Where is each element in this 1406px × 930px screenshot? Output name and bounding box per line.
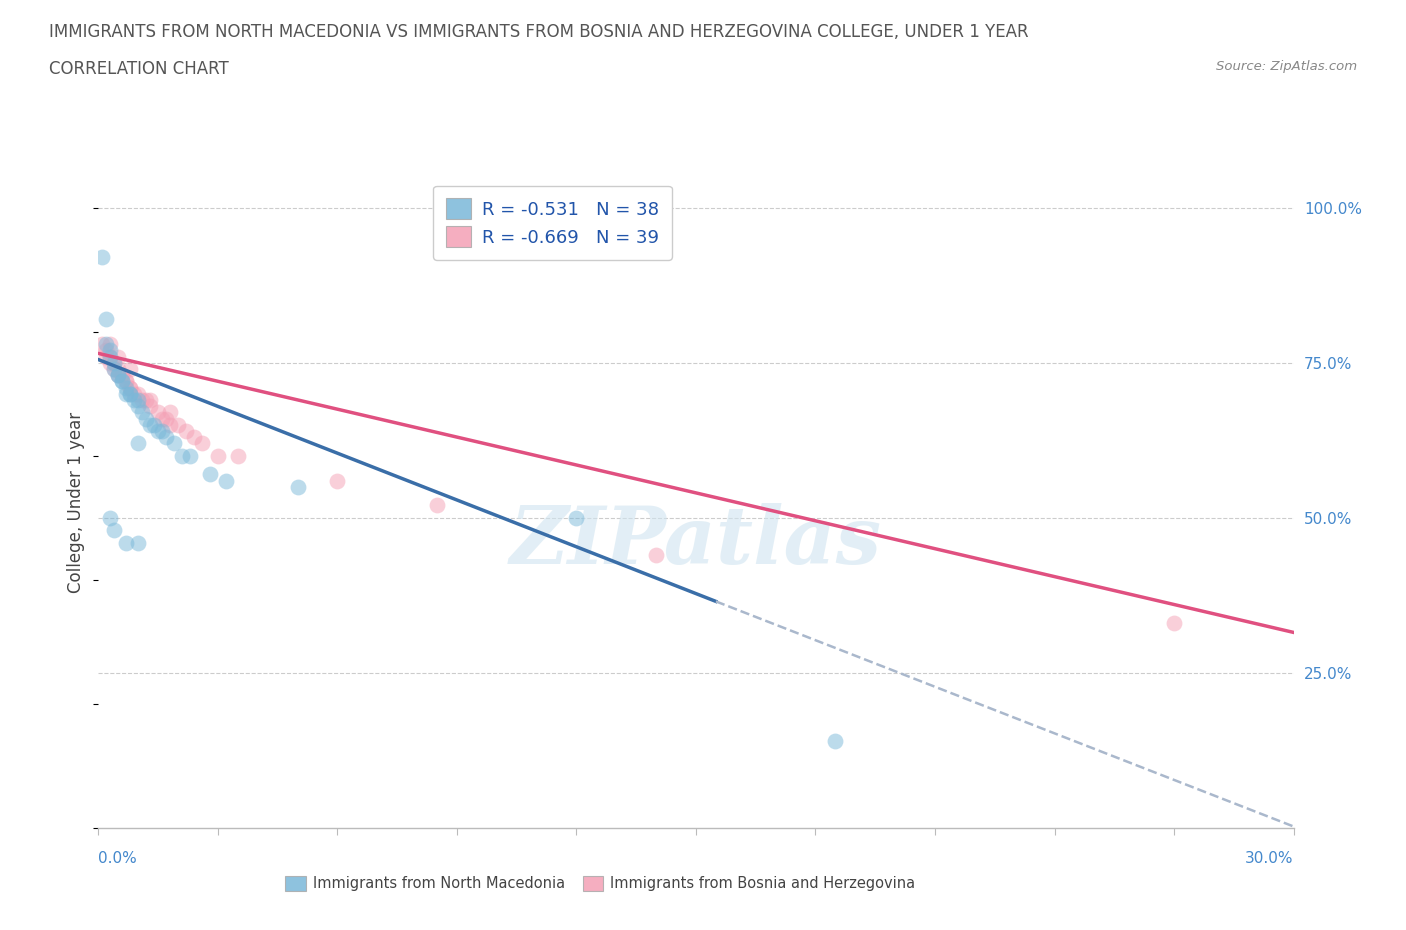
Text: ZIPatlas: ZIPatlas [510, 502, 882, 580]
Point [139, 418, 162, 432]
Point [120, 362, 142, 377]
Point [150, 411, 173, 426]
Point [159, 405, 181, 419]
Point [91, 250, 114, 265]
Point [1163, 616, 1185, 631]
Point [100, 511, 122, 525]
Point [100, 343, 122, 358]
Y-axis label: College, Under 1 year: College, Under 1 year [67, 412, 86, 592]
Point [120, 386, 142, 401]
Text: Source: ZipAtlas.com: Source: ZipAtlas.com [1216, 60, 1357, 73]
Point [124, 392, 146, 407]
Point [565, 511, 588, 525]
Point [172, 448, 194, 463]
Point [100, 337, 122, 352]
Point [107, 367, 129, 382]
Point [120, 386, 142, 401]
Point [103, 362, 125, 377]
Point [167, 418, 190, 432]
Point [148, 405, 170, 419]
Point [96, 349, 118, 364]
Point [191, 436, 214, 451]
Point [120, 380, 142, 395]
Point [226, 448, 249, 463]
Point [287, 479, 309, 494]
Point [103, 355, 125, 370]
Point [96, 337, 118, 352]
Point [96, 312, 118, 326]
Point [174, 423, 197, 438]
Point [120, 380, 142, 395]
Point [426, 498, 449, 512]
Text: CORRELATION CHART: CORRELATION CHART [49, 60, 229, 78]
Text: IMMIGRANTS FROM NORTH MACEDONIA VS IMMIGRANTS FROM BOSNIA AND HERZEGOVINA COLLEG: IMMIGRANTS FROM NORTH MACEDONIA VS IMMIG… [49, 23, 1029, 41]
Legend: Immigrants from North Macedonia, Immigrants from Bosnia and Herzegovina: Immigrants from North Macedonia, Immigra… [278, 869, 922, 898]
Point [150, 423, 173, 438]
Point [107, 367, 129, 382]
Point [326, 473, 349, 488]
Point [183, 430, 205, 445]
Point [198, 467, 221, 482]
Point [163, 436, 186, 451]
Point [115, 386, 138, 401]
Point [115, 380, 138, 395]
Point [207, 448, 229, 463]
Point [131, 405, 153, 419]
Point [111, 367, 134, 382]
Point [155, 430, 177, 445]
Point [135, 392, 157, 407]
Point [100, 349, 122, 364]
Point [107, 349, 129, 364]
Point [127, 392, 149, 407]
Point [96, 343, 118, 358]
Point [127, 386, 149, 401]
Point [100, 349, 122, 364]
Point [127, 436, 149, 451]
Point [127, 399, 149, 414]
Point [100, 355, 122, 370]
Point [111, 367, 134, 382]
Point [107, 362, 129, 377]
Point [159, 418, 181, 432]
Point [111, 374, 134, 389]
Point [103, 355, 125, 370]
Point [103, 523, 125, 538]
Point [139, 399, 162, 414]
Point [103, 362, 125, 377]
Point [115, 535, 138, 550]
Text: 0.0%: 0.0% [98, 851, 138, 866]
Point [148, 423, 170, 438]
Point [155, 411, 177, 426]
Point [135, 411, 157, 426]
Point [645, 548, 668, 563]
Point [111, 374, 134, 389]
Point [824, 734, 846, 749]
Point [179, 448, 201, 463]
Point [115, 374, 138, 389]
Point [107, 367, 129, 382]
Point [124, 386, 146, 401]
Point [215, 473, 238, 488]
Point [115, 374, 138, 389]
Point [143, 418, 166, 432]
Point [139, 392, 162, 407]
Point [127, 535, 149, 550]
Text: 30.0%: 30.0% [1246, 851, 1294, 866]
Point [91, 337, 114, 352]
Point [131, 392, 153, 407]
